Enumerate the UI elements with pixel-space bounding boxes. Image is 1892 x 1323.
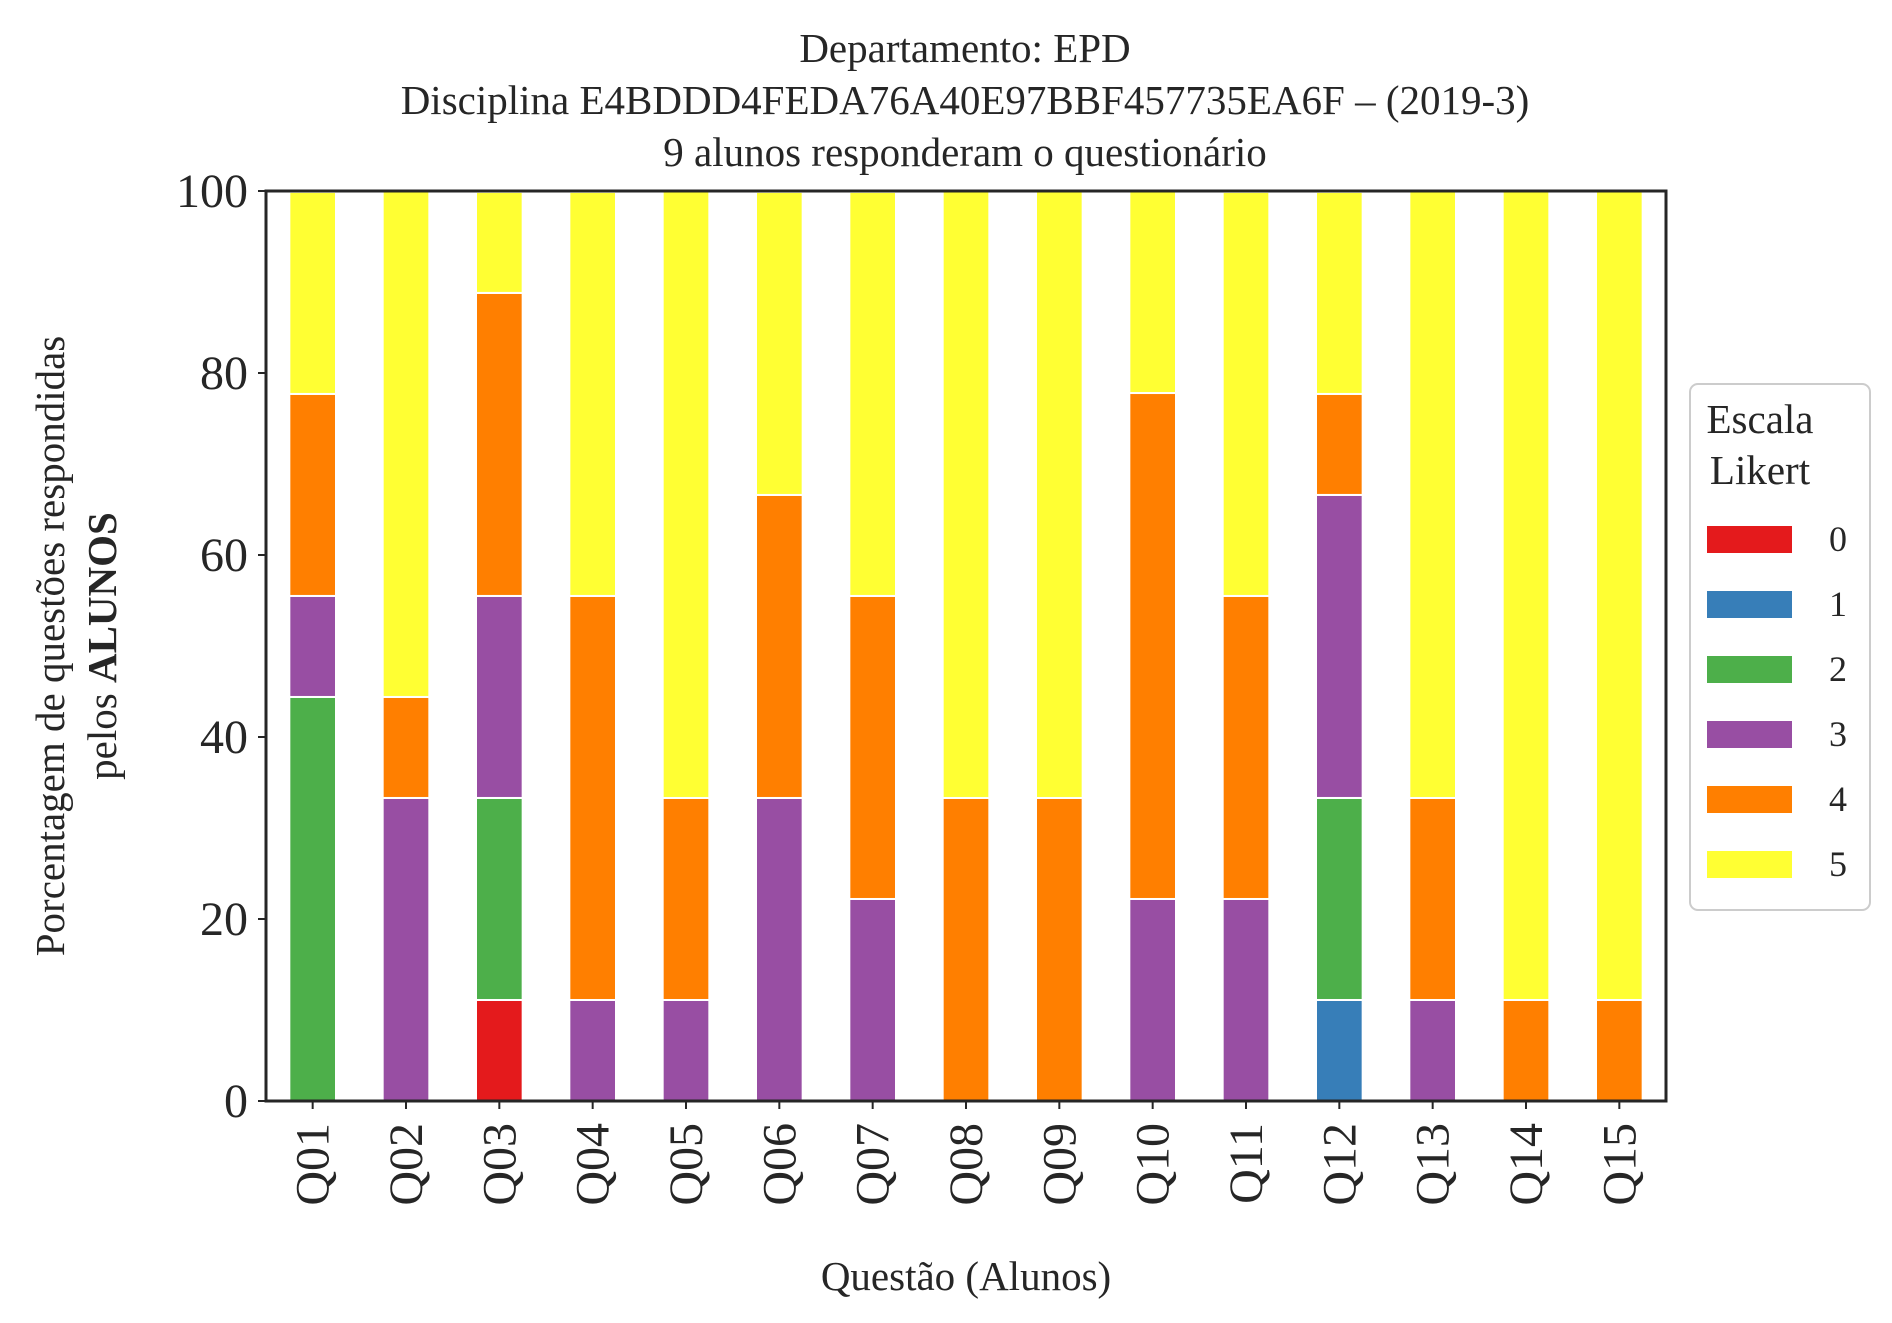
legend-label-5: 5: [1829, 844, 1847, 884]
legend-label-0: 0: [1829, 519, 1847, 559]
y-tick-label: 20: [200, 893, 248, 946]
legend-label-4: 4: [1829, 779, 1847, 819]
y-axis-label-bold: ALUNOS: [79, 512, 125, 683]
bar-q12-scale-3: [1315, 493, 1364, 799]
legend: Escala Likert 0 1 2 3 4 5: [1689, 383, 1871, 911]
bar-q06-scale-5: [755, 190, 804, 496]
x-tick-label-q03: Q03: [473, 1123, 526, 1206]
bar-q10-scale-4: [1128, 392, 1178, 900]
legend-box: [1689, 383, 1871, 911]
bars-group: [288, 190, 1644, 1103]
bar-q03-scale-2: [475, 796, 524, 1001]
bar-q07-scale-4: [848, 594, 897, 900]
bar-q11-scale-3: [1221, 897, 1271, 1102]
bar-q03-scale-4: [475, 291, 524, 597]
bar-q11-scale-5: [1221, 190, 1271, 597]
bar-q03-scale-5: [475, 190, 524, 294]
chart-title-line-3: 9 alunos responderam o questionário: [663, 129, 1266, 175]
legend-swatch-5: [1707, 851, 1792, 878]
x-tick-label-q15: Q15: [1593, 1123, 1646, 1206]
bar-q05-scale-3: [661, 998, 711, 1102]
y-tick-label: 40: [200, 711, 248, 764]
bar-q07-scale-5: [848, 190, 897, 597]
y-tick-label: 80: [200, 347, 248, 400]
chart-title-line-2: Disciplina E4BDDD4FEDA76A40E97BBF457735E…: [401, 77, 1530, 123]
x-tick-label-q12: Q12: [1313, 1123, 1366, 1206]
bar-q02-scale-5: [381, 190, 431, 698]
legend-swatch-4: [1707, 786, 1792, 813]
bar-q12-scale-1: [1315, 998, 1364, 1102]
bar-q07-scale-3: [848, 897, 897, 1102]
chart-title-line-1: Departamento: EPD: [799, 25, 1130, 71]
bar-q12-scale-2: [1315, 796, 1364, 1001]
x-tick-label-q06: Q06: [753, 1123, 806, 1206]
bar-q15-scale-4: [1595, 998, 1644, 1102]
y-tick-label: 100: [176, 165, 248, 218]
bar-q06-scale-3: [755, 796, 804, 1102]
bar-q01-scale-5: [288, 190, 338, 395]
x-tick-label-q10: Q10: [1127, 1123, 1180, 1206]
bar-q05-scale-5: [661, 190, 711, 799]
legend-swatch-3: [1707, 721, 1792, 748]
bar-q14-scale-5: [1501, 190, 1551, 1001]
x-tick-label-q13: Q13: [1407, 1123, 1460, 1206]
bar-q10-scale-5: [1128, 190, 1178, 395]
legend-swatch-0: [1707, 526, 1792, 553]
bar-q03-scale-3: [475, 594, 524, 799]
bar-q02-scale-3: [381, 796, 431, 1102]
bar-q05-scale-4: [661, 796, 711, 1001]
bar-q04-scale-5: [568, 190, 617, 597]
legend-label-3: 3: [1829, 714, 1847, 754]
x-tick-label-q08: Q08: [940, 1123, 993, 1206]
x-tick-label-q04: Q04: [567, 1123, 620, 1206]
bar-q14-scale-4: [1501, 998, 1551, 1102]
bar-q08-scale-4: [941, 796, 991, 1102]
bar-q13-scale-4: [1408, 796, 1458, 1001]
bar-q02-scale-4: [381, 695, 431, 799]
x-axis-label: Questão (Alunos): [821, 1253, 1111, 1299]
legend-label-1: 1: [1829, 584, 1847, 624]
bar-q01-scale-3: [288, 594, 338, 698]
bar-q09-scale-4: [1035, 796, 1084, 1102]
bar-q03-scale-0: [475, 998, 524, 1102]
x-tick-label-q11: Q11: [1220, 1123, 1273, 1204]
bar-q06-scale-4: [755, 493, 804, 799]
y-axis-label-prefix: pelos: [79, 683, 125, 780]
bar-q12-scale-4: [1315, 392, 1364, 496]
bar-q04-scale-3: [568, 998, 617, 1102]
legend-label-2: 2: [1829, 649, 1847, 689]
x-tick-label-q14: Q14: [1500, 1123, 1553, 1206]
y-axis-label-line-2: pelos ALUNOS: [79, 512, 125, 780]
y-tick-label: 0: [224, 1075, 248, 1128]
legend-title-line-2: Likert: [1710, 447, 1811, 493]
bar-q10-scale-3: [1128, 897, 1178, 1102]
bar-q13-scale-5: [1408, 190, 1458, 799]
bar-q13-scale-3: [1408, 998, 1458, 1102]
bar-q01-scale-2: [288, 695, 338, 1103]
y-tick-label: 60: [200, 529, 248, 582]
y-axis-label-line-1: Porcentagem de questões respondidas: [27, 336, 73, 957]
x-tick-label-q07: Q07: [847, 1123, 900, 1206]
x-tick-label-q02: Q02: [380, 1123, 433, 1206]
bar-q15-scale-5: [1595, 190, 1644, 1001]
bar-q09-scale-5: [1035, 190, 1084, 799]
bar-q08-scale-5: [941, 190, 991, 799]
x-axis-ticks: Q01 Q02 Q03 Q04 Q05 Q06 Q07 Q08 Q09 Q10 Q11 Q12 Q13 Q…: [287, 1101, 1646, 1206]
y-axis-ticks: 0 20 40 60 80 100: [176, 165, 266, 1128]
legend-items: 0 1 2 3 4 5: [1707, 519, 1847, 884]
legend-title-line-1: Escala: [1707, 396, 1814, 442]
x-tick-label-q01: Q01: [287, 1123, 340, 1206]
x-tick-label-q05: Q05: [660, 1123, 713, 1206]
legend-swatch-1: [1707, 591, 1792, 618]
legend-swatch-2: [1707, 656, 1792, 683]
bar-q04-scale-4: [568, 594, 617, 1001]
x-tick-label-q09: Q09: [1033, 1123, 1086, 1206]
bar-q11-scale-4: [1221, 594, 1271, 900]
bar-q12-scale-5: [1315, 190, 1364, 395]
bar-q01-scale-4: [288, 392, 338, 597]
